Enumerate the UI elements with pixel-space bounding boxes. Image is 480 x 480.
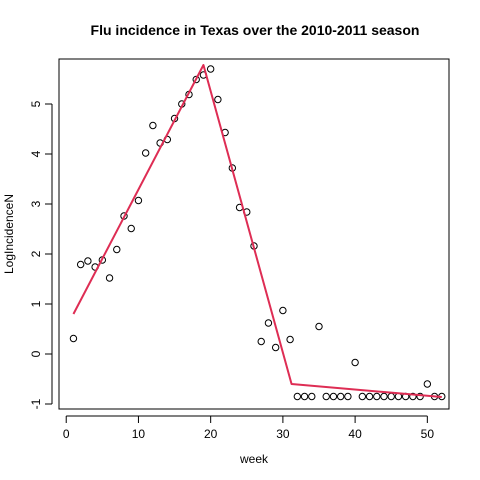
data-point [380, 392, 388, 401]
data-point [322, 392, 330, 401]
data-point [113, 245, 121, 254]
data-point [293, 392, 302, 401]
y-tick-label: 4 [29, 150, 43, 157]
data-point [84, 257, 92, 265]
data-point [315, 322, 323, 331]
data-point [141, 149, 150, 157]
x-axis: 0 10 20 30 40 50 [63, 415, 435, 441]
data-point [336, 392, 345, 401]
y-tick-label: 2 [29, 250, 43, 257]
x-tick-label: 50 [421, 427, 435, 441]
data-point [416, 392, 424, 401]
data-point [271, 343, 280, 352]
data-point [358, 392, 367, 401]
data-point [423, 380, 432, 388]
y-tick-label: 5 [29, 100, 43, 107]
data-point [308, 392, 316, 401]
data-point [149, 121, 157, 130]
y-axis-label: LogIncidenceN [2, 194, 16, 274]
plot-frame [58, 58, 450, 410]
x-tick-label: 40 [348, 427, 362, 441]
data-point [69, 334, 78, 343]
y-tick-label: 1 [29, 300, 43, 307]
data-point [329, 392, 338, 401]
data-point [206, 65, 215, 73]
data-point [365, 392, 374, 401]
data-point [279, 306, 287, 315]
y-tick-label: 0 [29, 350, 43, 357]
data-point [344, 392, 352, 401]
y-axis: -1 0 1 2 3 4 5 [29, 100, 53, 409]
data-point [105, 274, 114, 282]
data-point [76, 260, 85, 269]
data-point [300, 392, 309, 401]
data-point [409, 392, 417, 401]
fit-line [72, 64, 442, 398]
y-tick-label: -1 [29, 398, 43, 409]
data-point [192, 75, 200, 84]
data-point [257, 337, 265, 346]
x-tick-label: 20 [204, 427, 218, 441]
y-tick-label: 3 [29, 200, 43, 207]
x-axis-label: week [239, 452, 269, 466]
x-tick-label: 0 [63, 427, 70, 441]
data-point [286, 335, 294, 344]
fit-lines [72, 64, 442, 398]
data-point [134, 196, 143, 205]
x-tick-label: 30 [276, 427, 290, 441]
data-point [373, 392, 381, 401]
data-point [214, 95, 222, 104]
data-point [264, 319, 273, 327]
chart-title: Flu incidence in Texas over the 2010-201… [91, 22, 420, 38]
x-tick-label: 10 [132, 427, 146, 441]
data-point [351, 358, 359, 367]
data-point [127, 224, 135, 233]
